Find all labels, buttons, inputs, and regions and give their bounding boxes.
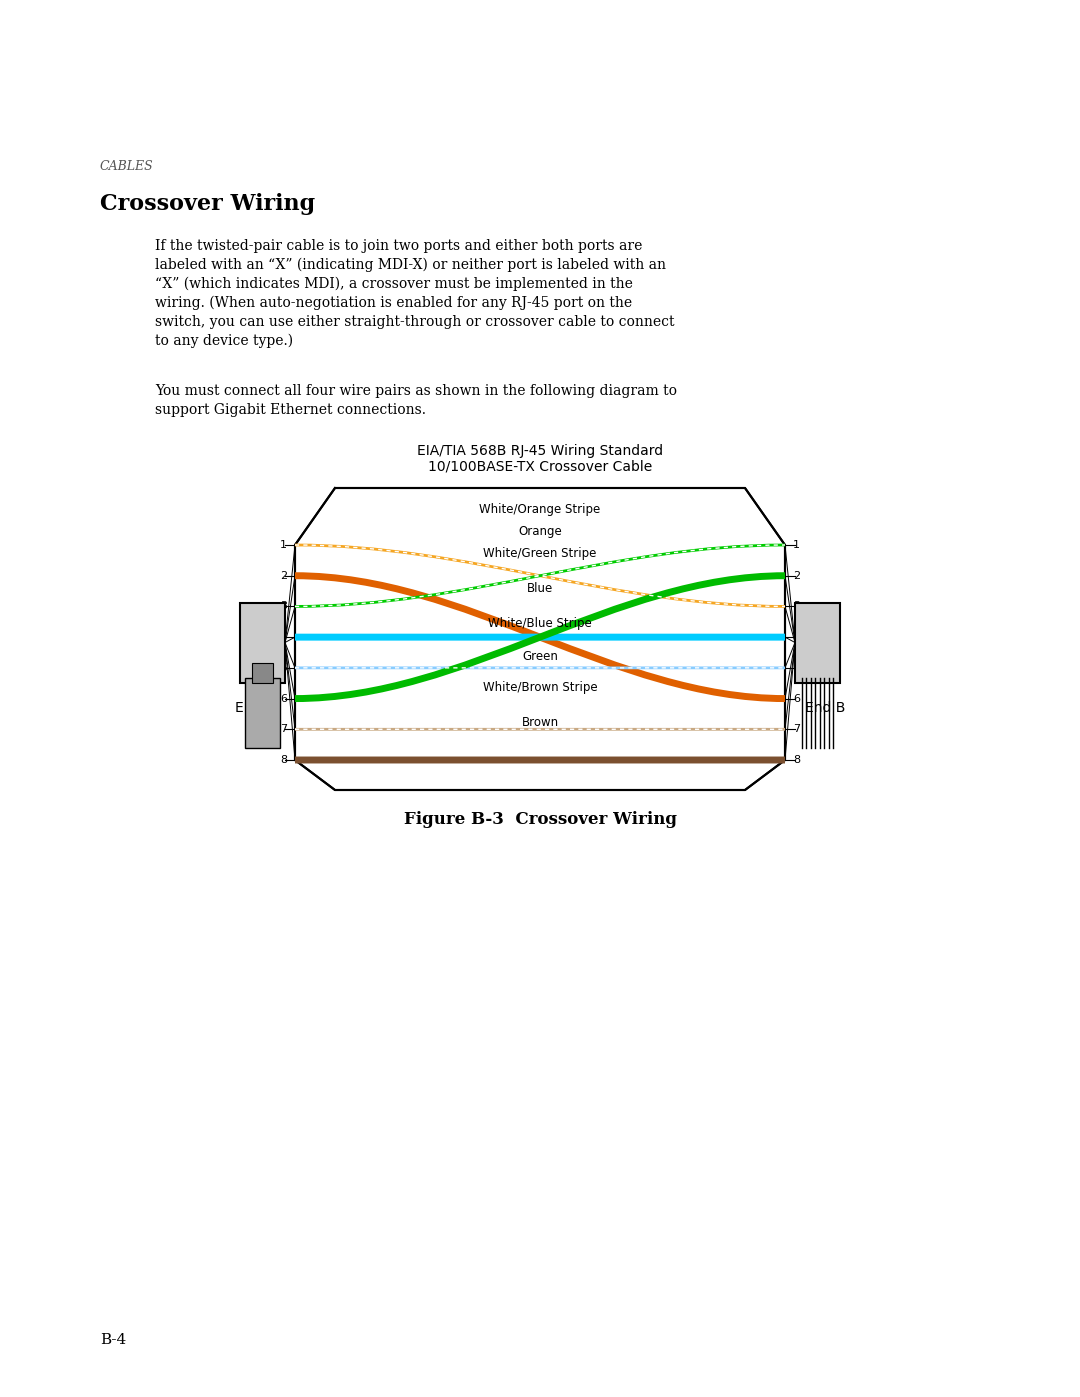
Text: 6: 6 — [280, 693, 287, 704]
Text: Figure B-3  Crossover Wiring: Figure B-3 Crossover Wiring — [404, 812, 676, 828]
Text: EIA/TIA 568B RJ-45 Wiring Standard: EIA/TIA 568B RJ-45 Wiring Standard — [417, 444, 663, 458]
Text: 10/100BASE-TX Crossover Cable: 10/100BASE-TX Crossover Cable — [428, 460, 652, 474]
Bar — [240, 602, 285, 683]
Text: 5: 5 — [793, 662, 800, 673]
Text: Brown: Brown — [522, 717, 558, 729]
Text: 2: 2 — [793, 571, 800, 581]
Bar — [245, 678, 280, 747]
Text: 8: 8 — [793, 754, 800, 766]
Text: Orange: Orange — [518, 524, 562, 538]
Text: 8: 8 — [280, 754, 287, 766]
Text: End A: End A — [234, 700, 275, 714]
Text: 4: 4 — [280, 633, 287, 643]
Text: switch, you can use either straight-through or crossover cable to connect: switch, you can use either straight-thro… — [156, 314, 675, 330]
Text: support Gigabit Ethernet connections.: support Gigabit Ethernet connections. — [156, 402, 426, 416]
Text: Blue: Blue — [527, 583, 553, 595]
Text: White/Orange Stripe: White/Orange Stripe — [480, 503, 600, 515]
Text: CABLES: CABLES — [100, 161, 153, 173]
Polygon shape — [295, 488, 785, 789]
Text: B-4: B-4 — [100, 1333, 126, 1347]
Text: 3: 3 — [793, 602, 800, 612]
Text: labeled with an “X” (indicating MDI-X) or neither port is labeled with an: labeled with an “X” (indicating MDI-X) o… — [156, 257, 666, 272]
Text: Green: Green — [522, 651, 558, 664]
Text: Crossover Wiring: Crossover Wiring — [100, 193, 315, 215]
Text: 1: 1 — [280, 541, 287, 550]
Text: White/Green Stripe: White/Green Stripe — [484, 546, 596, 560]
Text: End B: End B — [805, 700, 846, 714]
Text: 4: 4 — [793, 633, 800, 643]
Text: “X” (which indicates MDI), a crossover must be implemented in the: “X” (which indicates MDI), a crossover m… — [156, 277, 633, 291]
Text: You must connect all four wire pairs as shown in the following diagram to: You must connect all four wire pairs as … — [156, 384, 677, 398]
Text: 5: 5 — [280, 662, 287, 673]
Text: 1: 1 — [793, 541, 800, 550]
Text: 2: 2 — [280, 571, 287, 581]
Bar — [252, 662, 273, 683]
Text: 7: 7 — [280, 724, 287, 735]
Text: 7: 7 — [793, 724, 800, 735]
Text: wiring. (When auto-negotiation is enabled for any RJ-45 port on the: wiring. (When auto-negotiation is enable… — [156, 296, 632, 310]
Text: White/Brown Stripe: White/Brown Stripe — [483, 682, 597, 694]
Text: If the twisted-pair cable is to join two ports and either both ports are: If the twisted-pair cable is to join two… — [156, 239, 643, 253]
Text: White/Blue Stripe: White/Blue Stripe — [488, 616, 592, 630]
Text: 6: 6 — [793, 693, 800, 704]
Text: 3: 3 — [280, 602, 287, 612]
Bar — [795, 602, 840, 683]
Text: to any device type.): to any device type.) — [156, 334, 293, 348]
